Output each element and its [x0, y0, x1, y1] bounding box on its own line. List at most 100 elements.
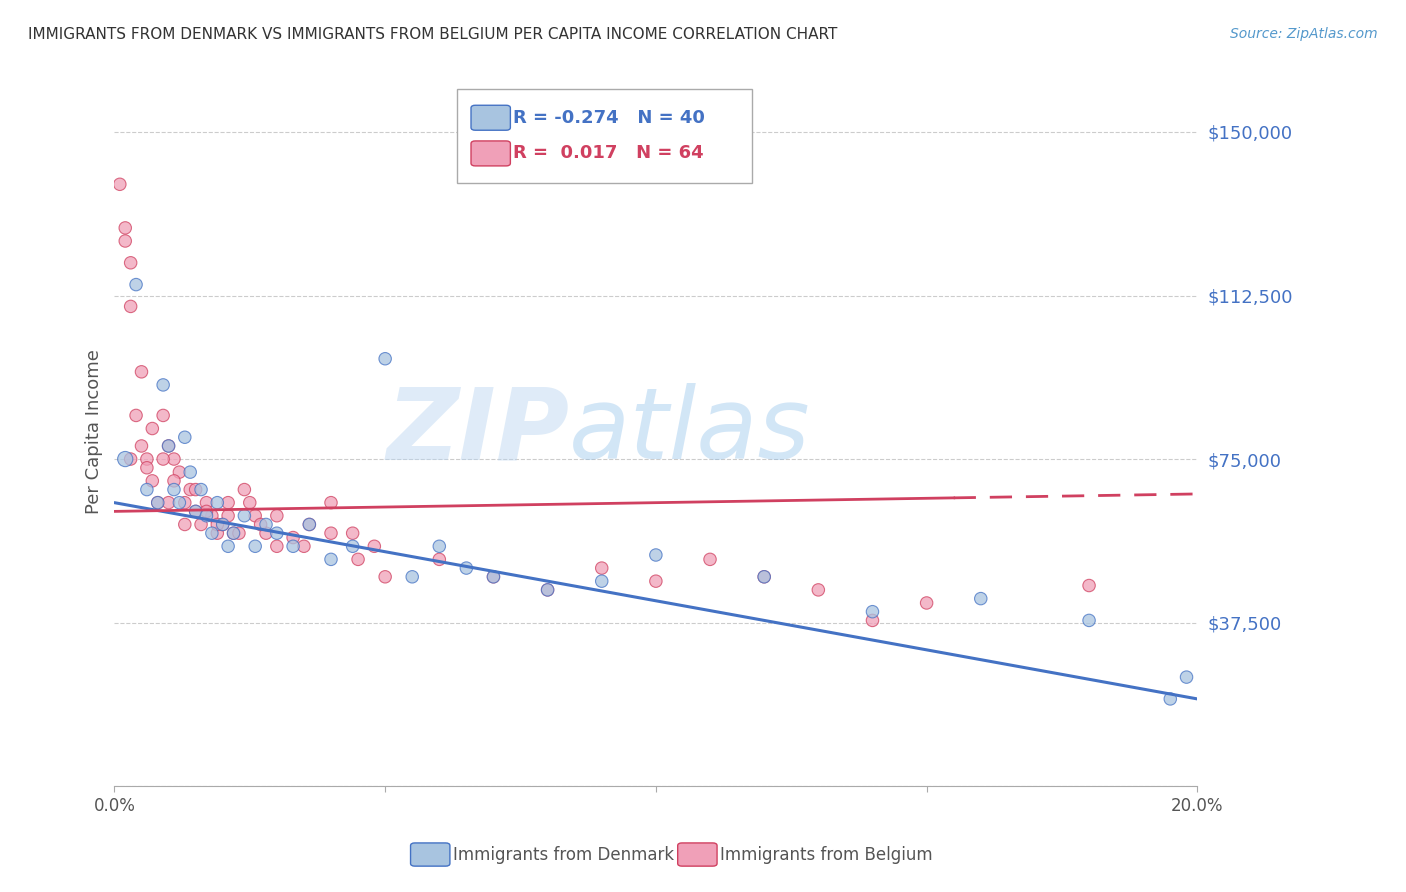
Point: [266, 539, 288, 553]
Point: [222, 526, 245, 541]
Point: [536, 582, 558, 597]
Point: [163, 474, 186, 488]
Point: [319, 496, 342, 510]
Point: [157, 496, 180, 510]
Point: [146, 496, 169, 510]
Point: [233, 508, 256, 523]
Point: [163, 452, 186, 467]
Text: Immigrants from Denmark: Immigrants from Denmark: [453, 846, 673, 863]
Point: [184, 483, 207, 497]
Text: R =  0.017   N = 64: R = 0.017 N = 64: [513, 145, 704, 162]
Point: [195, 504, 218, 518]
Point: [141, 421, 163, 435]
Point: [211, 517, 233, 532]
Point: [482, 570, 505, 584]
Point: [207, 496, 229, 510]
Point: [915, 596, 938, 610]
Point: [1159, 692, 1181, 706]
Point: [245, 508, 267, 523]
Point: [754, 570, 776, 584]
Point: [319, 552, 342, 566]
Point: [217, 496, 239, 510]
Point: [179, 465, 201, 479]
Point: [184, 504, 207, 518]
Point: [281, 539, 304, 553]
Point: [201, 508, 224, 523]
Point: [173, 496, 195, 510]
Point: [207, 526, 229, 541]
Point: [298, 517, 321, 532]
Point: [233, 483, 256, 497]
Point: [591, 574, 613, 589]
Point: [125, 277, 148, 292]
Point: [125, 409, 148, 423]
Point: [211, 517, 233, 532]
Point: [157, 439, 180, 453]
Text: atlas: atlas: [569, 384, 811, 480]
Point: [754, 570, 776, 584]
Point: [347, 552, 370, 566]
Point: [228, 526, 250, 541]
Point: [190, 517, 212, 532]
Point: [169, 496, 191, 510]
Point: [427, 539, 450, 553]
Point: [970, 591, 993, 606]
Point: [591, 561, 613, 575]
Point: [374, 570, 396, 584]
Point: [114, 234, 136, 248]
Point: [152, 452, 174, 467]
Point: [114, 452, 136, 467]
Point: [644, 574, 666, 589]
Point: [254, 526, 277, 541]
Point: [190, 483, 212, 497]
Point: [266, 526, 288, 541]
Point: [157, 439, 180, 453]
Point: [536, 582, 558, 597]
Text: R = -0.274   N = 40: R = -0.274 N = 40: [513, 109, 704, 127]
Point: [152, 378, 174, 392]
Point: [120, 452, 142, 467]
Point: [201, 526, 224, 541]
Point: [298, 517, 321, 532]
Point: [239, 496, 262, 510]
Point: [120, 256, 142, 270]
Point: [862, 605, 884, 619]
Point: [108, 178, 131, 192]
Point: [184, 504, 207, 518]
Point: [163, 483, 186, 497]
Point: [374, 351, 396, 366]
Point: [131, 365, 153, 379]
Point: [217, 539, 239, 553]
Point: [482, 570, 505, 584]
Point: [281, 531, 304, 545]
Point: [173, 517, 195, 532]
Point: [135, 483, 157, 497]
Text: Source: ZipAtlas.com: Source: ZipAtlas.com: [1230, 27, 1378, 41]
Point: [254, 517, 277, 532]
Text: IMMIGRANTS FROM DENMARK VS IMMIGRANTS FROM BELGIUM PER CAPITA INCOME CORRELATION: IMMIGRANTS FROM DENMARK VS IMMIGRANTS FR…: [28, 27, 838, 42]
Point: [363, 539, 385, 553]
Point: [169, 465, 191, 479]
Text: ZIP: ZIP: [387, 384, 569, 480]
Point: [179, 483, 201, 497]
Point: [135, 452, 157, 467]
Point: [131, 439, 153, 453]
Point: [319, 526, 342, 541]
Point: [1175, 670, 1198, 684]
Point: [862, 614, 884, 628]
Point: [114, 220, 136, 235]
Point: [644, 548, 666, 562]
Point: [456, 561, 478, 575]
Point: [152, 409, 174, 423]
Point: [217, 508, 239, 523]
Point: [342, 539, 364, 553]
Point: [207, 517, 229, 532]
Point: [1078, 614, 1101, 628]
Point: [807, 582, 830, 597]
Point: [342, 526, 364, 541]
Point: [1078, 578, 1101, 592]
Point: [401, 570, 423, 584]
Point: [266, 508, 288, 523]
Y-axis label: Per Capita Income: Per Capita Income: [86, 350, 103, 514]
Text: Immigrants from Belgium: Immigrants from Belgium: [720, 846, 932, 863]
